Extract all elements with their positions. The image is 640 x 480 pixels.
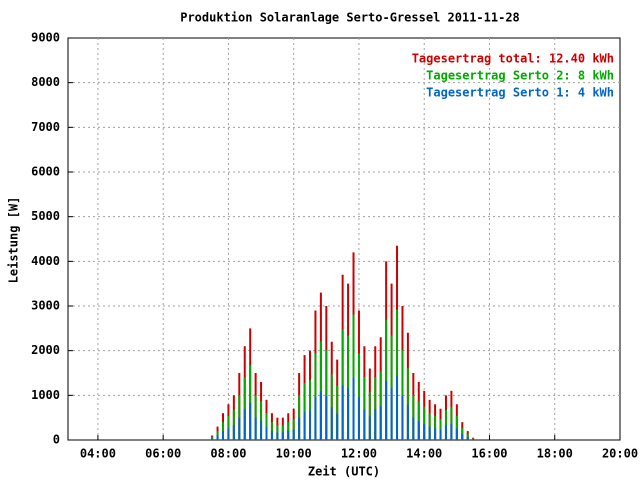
plot-frame — [67, 37, 621, 441]
y-tick-label: 9000 — [31, 31, 60, 45]
chart-title: Produktion Solaranlage Serto-Gressel 201… — [180, 11, 520, 25]
x-tick-label: 08:00 — [210, 447, 246, 461]
legend-entry: Tagesertrag Serto 1: 4 kWh — [426, 86, 614, 100]
y-tick-label: 8000 — [31, 75, 60, 89]
x-tick-label: 10:00 — [276, 447, 312, 461]
y-axis-label: Leistung [W] — [7, 197, 21, 284]
legend-entry: Tagesertrag total: 12.40 kWh — [412, 52, 614, 66]
y-tick-label: 2000 — [31, 343, 60, 357]
y-tick-label: 7000 — [31, 120, 60, 134]
x-tick-label: 20:00 — [602, 447, 638, 461]
x-tick-label: 16:00 — [471, 447, 507, 461]
y-tick-label: 4000 — [31, 254, 60, 268]
x-axis-label: Zeit (UTC) — [308, 465, 380, 479]
x-tick-label: 06:00 — [145, 447, 181, 461]
y-tick-label: 0 — [53, 433, 60, 447]
y-tick-label: 6000 — [31, 165, 60, 179]
x-tick-label: 18:00 — [537, 447, 573, 461]
legend-entry: Tagesertrag Serto 2: 8 kWh — [426, 69, 614, 83]
y-tick-label: 1000 — [31, 388, 60, 402]
x-tick-label: 12:00 — [341, 447, 377, 461]
x-tick-label: 04:00 — [80, 447, 116, 461]
y-tick-label: 5000 — [31, 209, 60, 223]
x-tick-label: 14:00 — [406, 447, 442, 461]
y-tick-label: 3000 — [31, 299, 60, 313]
